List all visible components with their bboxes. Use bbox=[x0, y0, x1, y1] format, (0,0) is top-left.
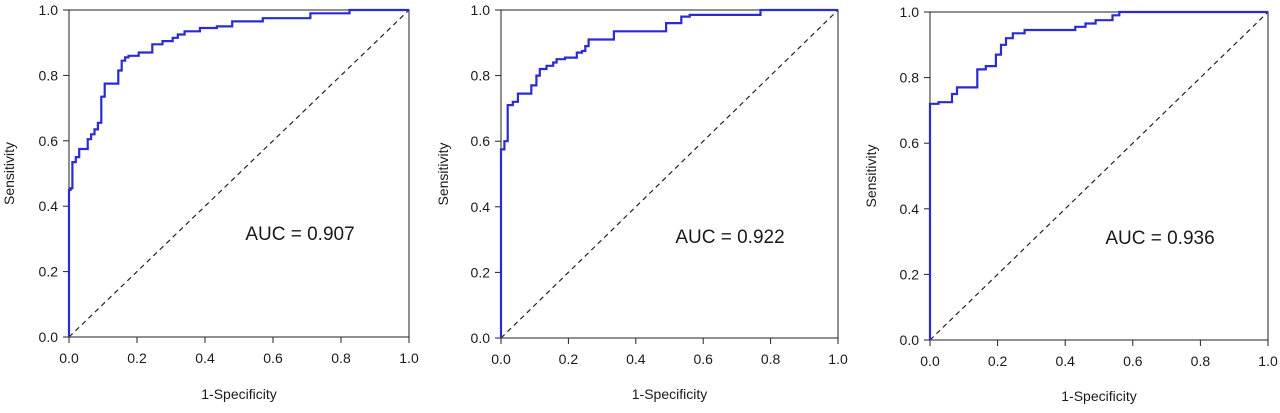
x-tick-label: 0.4 bbox=[195, 350, 215, 366]
y-tick-label: 0.8 bbox=[471, 68, 491, 84]
x-tick-label: 0.0 bbox=[491, 351, 511, 367]
y-tick-label: 0.2 bbox=[39, 264, 59, 280]
reference-diagonal bbox=[68, 9, 410, 338]
y-tick-label: 1.0 bbox=[471, 2, 491, 18]
y-tick-label: 0.8 bbox=[900, 70, 920, 86]
x-tick-label: 0.2 bbox=[988, 353, 1008, 369]
auc-annotation: AUC = 0.922 bbox=[675, 227, 784, 248]
x-tick-label: 0.0 bbox=[920, 353, 940, 369]
auc-annotation: AUC = 0.907 bbox=[245, 224, 354, 245]
x-axis-label: 1-Specificity bbox=[632, 386, 707, 402]
x-tick-label: 0.4 bbox=[1055, 353, 1075, 369]
reference-diagonal bbox=[929, 11, 1269, 341]
x-tick-label: 0.8 bbox=[1191, 353, 1211, 369]
x-tick-label: 0.2 bbox=[559, 351, 579, 367]
y-axis-label: Sensitivity bbox=[435, 142, 451, 205]
x-tick-label: 0.6 bbox=[693, 351, 713, 367]
x-tick-label: 1.0 bbox=[1258, 353, 1278, 369]
y-tick-label: 0.6 bbox=[900, 135, 920, 151]
x-axis-label: 1-Specificity bbox=[1061, 388, 1136, 404]
x-tick-label: 0.6 bbox=[1123, 353, 1143, 369]
y-tick-label: 0.2 bbox=[471, 264, 491, 280]
y-tick-label: 0.4 bbox=[471, 199, 491, 215]
y-tick-label: 0.0 bbox=[900, 332, 920, 348]
x-tick-label: 1.0 bbox=[828, 351, 848, 367]
reference-diagonal bbox=[500, 9, 839, 339]
y-tick-label: 1.0 bbox=[39, 2, 59, 18]
x-tick-label: 0.4 bbox=[626, 351, 646, 367]
roc-panel-3: 0.0 0.2 0.4 0.6 0.8 1.0 0.0 0.2 0.4 0.6 0.8 1.0 1-Sp… bbox=[863, 4, 1278, 404]
x-axis-label: 1-Specificity bbox=[201, 386, 276, 402]
y-tick-label: 0.4 bbox=[39, 198, 59, 214]
y-tick-label: 0.2 bbox=[900, 266, 920, 282]
auc-annotation: AUC = 0.936 bbox=[1105, 228, 1214, 249]
y-tick-label: 0.6 bbox=[39, 133, 59, 149]
y-axis-label: Sensitivity bbox=[1, 142, 17, 205]
roc-curve bbox=[67, 8, 409, 337]
y-tick-label: 0.0 bbox=[39, 329, 59, 345]
x-tick-label: 0.6 bbox=[263, 350, 283, 366]
y-axis-label: Sensitivity bbox=[863, 144, 879, 207]
x-tick-label: 0.2 bbox=[127, 350, 147, 366]
y-tick-label: 0.4 bbox=[900, 201, 920, 217]
x-tick-label: 0.8 bbox=[331, 350, 351, 366]
roc-curve bbox=[928, 10, 1268, 340]
x-tick-label: 0.8 bbox=[761, 351, 781, 367]
roc-panel-1: 0.0 0.2 0.4 0.6 0.8 1.0 0.0 0.2 0.4 0.6 0.8 1.0 1-Sp… bbox=[1, 2, 419, 402]
roc-curve bbox=[499, 8, 838, 338]
y-tick-label: 0.8 bbox=[39, 67, 59, 83]
y-tick-label: 0.6 bbox=[471, 133, 491, 149]
x-tick-label: 1.0 bbox=[399, 350, 419, 366]
x-tick-label: 0.0 bbox=[59, 350, 79, 366]
roc-panel-2: 0.0 0.2 0.4 0.6 0.8 1.0 0.0 0.2 0.4 0.6 0.8 1.0 1-Sp… bbox=[435, 2, 848, 402]
plot-frame bbox=[68, 9, 410, 338]
y-tick-label: 0.0 bbox=[471, 330, 491, 346]
y-tick-label: 1.0 bbox=[900, 4, 920, 20]
